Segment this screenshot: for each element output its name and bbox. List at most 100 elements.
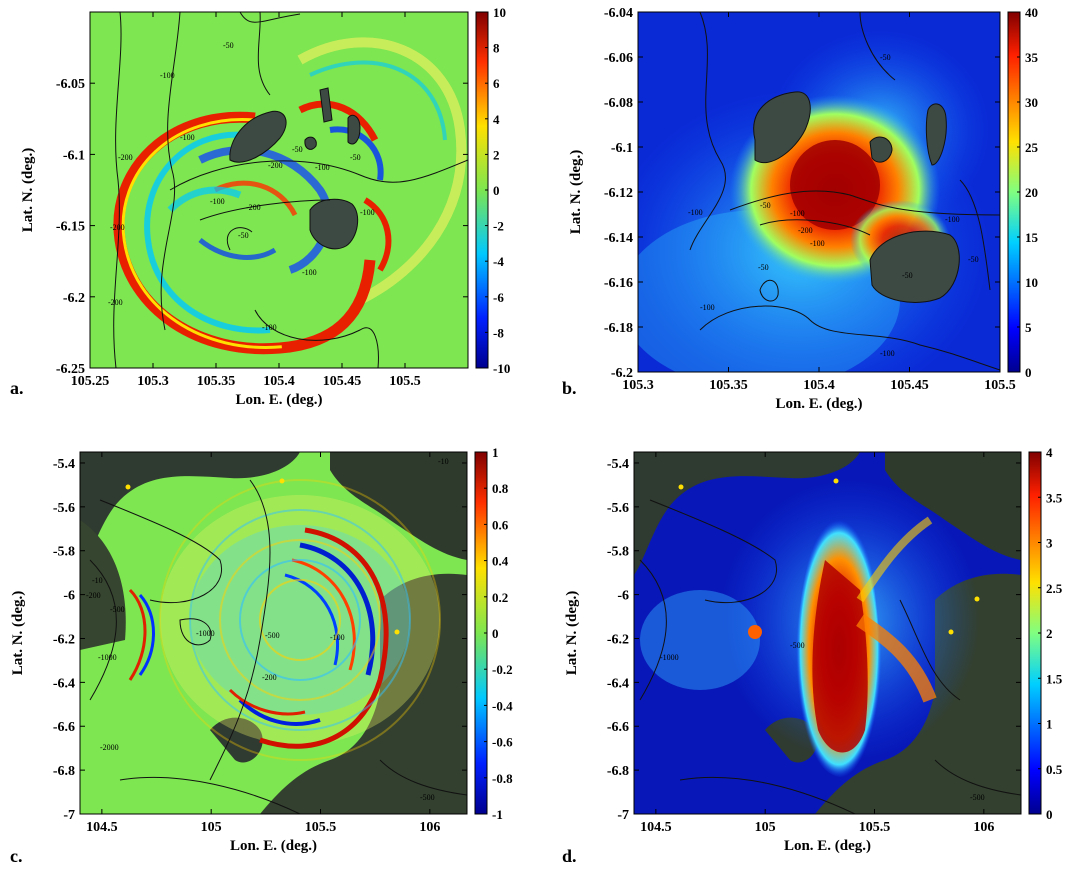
y-tick-label: -6.4: [607, 676, 629, 691]
x-axis-label: Lon. E. (deg.): [235, 392, 322, 408]
contour-label: -2000: [100, 743, 119, 752]
contour-label: -100: [160, 71, 175, 80]
contour-label: -50: [902, 271, 913, 280]
panel-c-axes: 104.5 105 105.5 106 -5.4 -5.6 -5.8 -6 -6.2 -6.4 -6…: [10, 452, 467, 854]
panel-a-colorbar-ticks: 10 8 6 4 2 0 -2 -4 -6 -8 -10: [485, 5, 510, 376]
x-tick-label: 105: [755, 820, 776, 835]
panel-d: 104.5 105 105.5 106 -5.4 -5.6 -5.8 -6 -6.2 -6.4 -6…: [562, 445, 1063, 866]
colorbar-tick-label: 2: [1046, 626, 1053, 641]
x-axis-label: Lon. E. (deg.): [784, 838, 871, 854]
colorbar-tick-label: 1: [1046, 717, 1053, 732]
colorbar-tick-label: -0.2: [492, 662, 513, 677]
colorbar-tick-label: -6: [493, 290, 504, 305]
contour-label: -100: [180, 133, 195, 142]
contour-label: -100: [262, 323, 277, 332]
contour-label: -1000: [660, 653, 679, 662]
y-tick-label: -5.4: [607, 457, 629, 472]
y-tick-label: -5.6: [607, 501, 629, 516]
y-tick-label: -5.8: [607, 545, 629, 560]
y-axis-label: Lat. N. (deg.): [10, 591, 26, 676]
y-tick-label: -6.05: [56, 77, 85, 92]
colorbar-tick-label: 10: [1025, 275, 1038, 290]
y-tick-label: -5.4: [53, 457, 75, 472]
y-tick-label: -6.18: [604, 321, 633, 336]
colorbar-tick-label: 5: [1025, 320, 1032, 335]
colorbar-tick-label: 0: [492, 626, 499, 641]
colorbar-tick-label: -8: [493, 325, 504, 340]
y-tick-label: -6.16: [604, 276, 633, 291]
x-tick-label: 105.5: [305, 820, 337, 835]
y-tick-label: -6.2: [611, 366, 633, 381]
colorbar-tick-label: 2.5: [1046, 581, 1063, 596]
y-tick-label: -6.15: [56, 220, 85, 235]
contour-label: -200: [262, 673, 277, 682]
contour-label: -100: [315, 163, 330, 172]
y-tick-label: -6: [63, 589, 75, 604]
colorbar-tick-label: 0.6: [492, 517, 509, 532]
colorbar-tick-label: 15: [1025, 230, 1039, 245]
panel-a-contour-labels: -50 -100 -200 -100 -200 -50 -100 -200 -1…: [108, 41, 375, 332]
panel-d-field: [634, 452, 1021, 814]
y-tick-label: -6.2: [53, 632, 75, 647]
panel-d-axes: 104.5 105 105.5 106 -5.4 -5.6 -5.8 -6 -6.2 -6.4 -6…: [564, 452, 1021, 854]
y-tick-label: -6.08: [604, 96, 633, 111]
y-tick-label: -6.04: [604, 6, 633, 21]
colorbar-tick-label: 0.8: [492, 481, 509, 496]
y-tick-label: -6.14: [604, 231, 633, 246]
x-tick-label: 105.3: [622, 378, 654, 393]
colorbar-tick-label: 35: [1025, 50, 1039, 65]
y-tick-label: -7: [617, 808, 629, 823]
panel-b-colorbar-ticks: 40 35 30 25 20 15 10 5 0: [1017, 5, 1039, 380]
contour-label: -100: [810, 239, 825, 248]
x-tick-label: 105.35: [709, 378, 748, 393]
contour-label: -50: [350, 153, 361, 162]
colorbar-tick-label: 8: [493, 41, 500, 56]
x-tick-label: 105.5: [859, 820, 891, 835]
colorbar-tick-label: 0: [1025, 365, 1032, 380]
x-tick-label: 105.25: [71, 374, 110, 389]
colorbar-tick-label: 25: [1025, 140, 1039, 155]
y-tick-label: -5.6: [53, 501, 75, 516]
colorbar-tick-label: -4: [493, 254, 504, 269]
y-tick-label: -6.25: [56, 362, 85, 377]
x-axis-label: Lon. E. (deg.): [775, 396, 862, 412]
contour-label: -500: [790, 641, 805, 650]
contour-label: -10: [92, 576, 103, 585]
colorbar-tick-label: 0.4: [492, 554, 509, 569]
y-tick-label: -6.2: [63, 291, 85, 306]
colorbar-tick-label: 0: [493, 183, 500, 198]
x-tick-label: 105.5: [389, 374, 421, 389]
panel-d-contour-labels: -1000 -500 -500: [660, 641, 985, 802]
contour-label: -200: [798, 226, 813, 235]
x-tick-label: 105.4: [263, 374, 295, 389]
y-axis-label: Lat. N. (deg.): [564, 591, 580, 676]
contour-label: -50: [223, 41, 234, 50]
x-tick-label: 105.4: [803, 378, 835, 393]
panel-a-letter: a.: [10, 378, 24, 398]
x-tick-label: 105.45: [323, 374, 362, 389]
contour-label: -100: [700, 303, 715, 312]
y-tick-label: -6.2: [607, 632, 629, 647]
contour-label: -100: [790, 209, 805, 218]
contour-label: -200: [108, 298, 123, 307]
contour-label: -100: [330, 633, 345, 642]
y-tick-label: -6.12: [604, 186, 633, 201]
y-tick-label: -6.8: [607, 764, 629, 779]
y-tick-label: -6.4: [53, 676, 75, 691]
colorbar-tick-label: -0.4: [492, 698, 513, 713]
contour-label: -50: [968, 255, 979, 264]
x-tick-label: 105.45: [890, 378, 929, 393]
colorbar-tick-label: -2: [493, 219, 504, 234]
contour-label: -1000: [196, 629, 215, 638]
x-tick-label: 104.5: [640, 820, 672, 835]
contour-label: -50: [758, 263, 769, 272]
contour-label: -50: [292, 145, 303, 154]
panel-b: 105.3 105.35 105.4 105.45 105.5 -6.04 -6.06 -6.…: [562, 5, 1039, 412]
panel-c-colorbar-ticks: 1 0.8 0.6 0.4 0.2 0 -0.2 -0.4 -0.6 -0.8 -1: [484, 445, 513, 822]
y-tick-label: -6.06: [604, 51, 633, 66]
colorbar-tick-label: 30: [1025, 95, 1038, 110]
colorbar-tick-label: -0.6: [492, 735, 513, 750]
colorbar-tick-label: 3: [1046, 536, 1053, 551]
colorbar-tick-label: 0.2: [492, 590, 508, 605]
